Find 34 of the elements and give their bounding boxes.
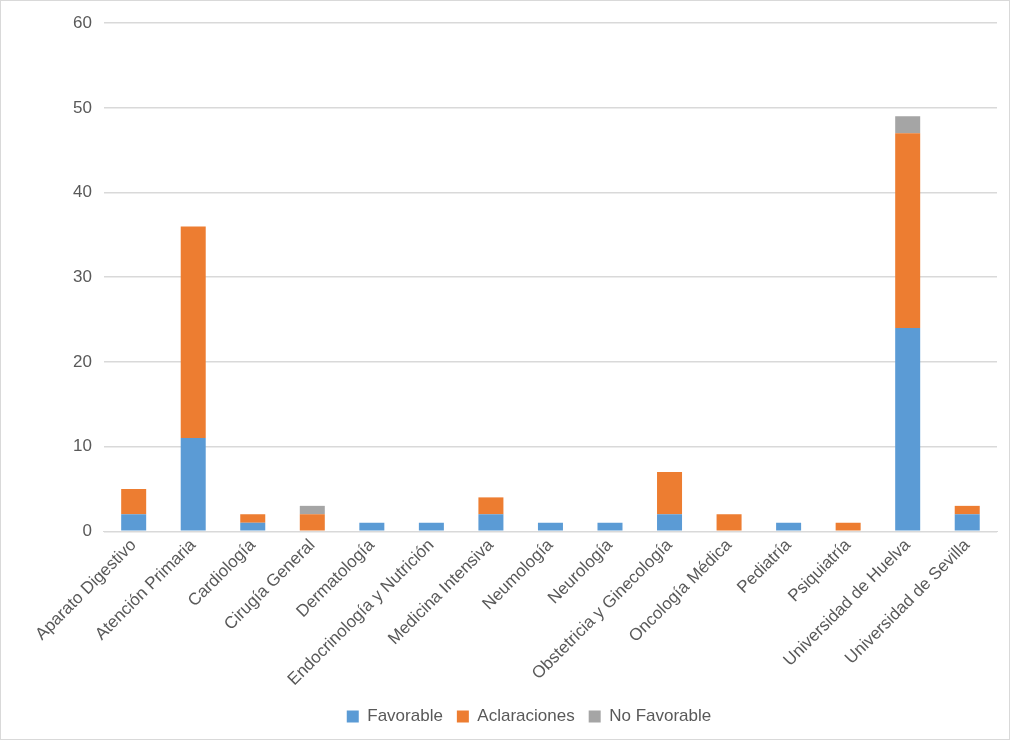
y-tick-label: 40 [72, 182, 92, 202]
legend-label: Favorable [367, 706, 443, 726]
bar [180, 226, 206, 439]
bar [537, 522, 563, 531]
bar [359, 522, 385, 531]
y-tick-label: 20 [72, 351, 92, 371]
bar [657, 471, 683, 515]
y-tick-label: 60 [72, 12, 92, 32]
bar [895, 328, 921, 531]
bar [299, 505, 325, 515]
legend-label: No Favorable [609, 706, 712, 726]
bar [180, 438, 206, 531]
bar [776, 522, 802, 531]
bar [954, 514, 980, 531]
bar [835, 522, 861, 531]
y-tick-label: 10 [72, 436, 92, 456]
bar [299, 514, 325, 531]
y-tick-label: 30 [72, 266, 92, 286]
bar [895, 116, 921, 134]
bar [597, 522, 623, 531]
legend-label: Aclaraciones [477, 706, 575, 726]
y-tick-label: 50 [72, 97, 92, 117]
bar [954, 505, 980, 515]
bar [240, 514, 266, 523]
y-tick-label: 0 [82, 520, 92, 540]
bar [240, 522, 266, 531]
bar [478, 514, 504, 531]
bar [418, 522, 444, 531]
bar [895, 133, 921, 329]
bar [121, 514, 147, 531]
bar [716, 514, 742, 531]
bar [121, 488, 147, 515]
bar [478, 497, 504, 515]
bar [657, 514, 683, 531]
